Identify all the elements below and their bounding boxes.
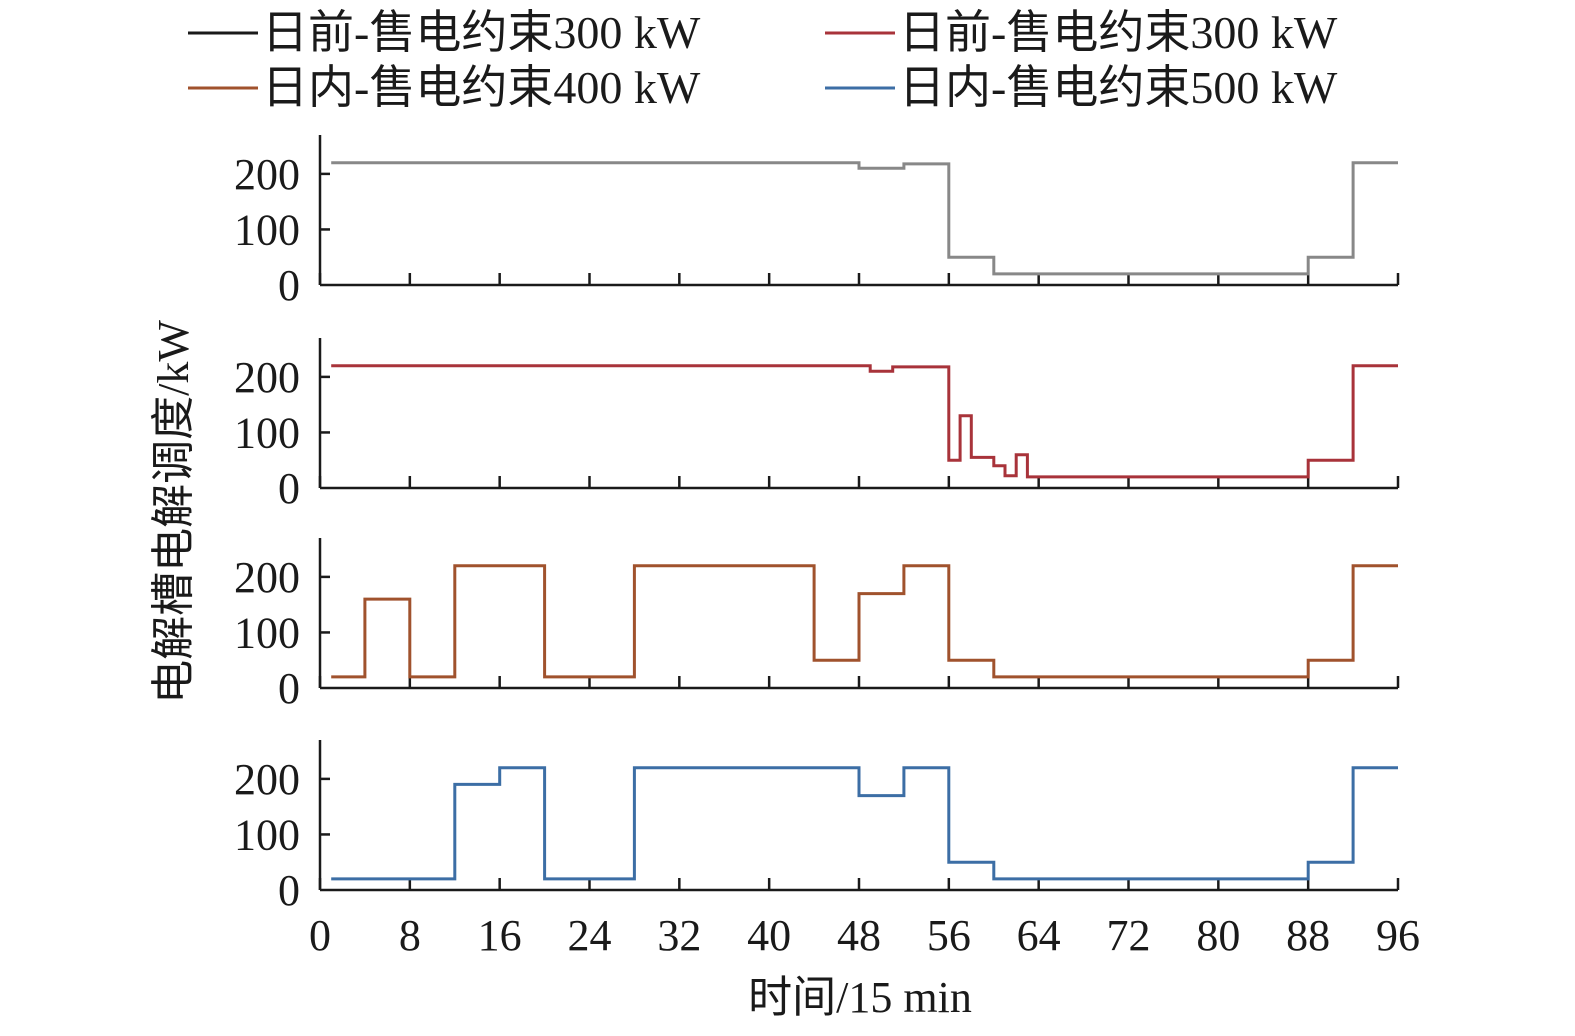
legend-label: 日内-售电约束400 kW [262, 62, 701, 113]
y-tick-label: 100 [234, 205, 300, 254]
y-tick-label: 100 [234, 408, 300, 457]
legend-item: 日前-售电约束300 kW [188, 7, 701, 58]
x-axis: 0 8 16 24 32 40 48 56 64 72 80 88 96 [309, 911, 1420, 960]
legend-label: 日内-售电约束500 kW [899, 62, 1338, 113]
panel: 0 100 200 [234, 135, 1400, 310]
chart-panels: 0 100 200 0 100 200 0 100 200 0 100 200 [234, 135, 1400, 915]
legend-label: 日前-售电约束300 kW [899, 7, 1338, 58]
y-tick-label: 100 [234, 810, 300, 859]
y-tick-label: 0 [278, 866, 300, 915]
x-tick-label: 8 [399, 911, 421, 960]
legend-item: 日内-售电约束500 kW [825, 62, 1338, 113]
series-line [331, 161, 1398, 276]
legend-label: 日前-售电约束300 kW [262, 7, 701, 58]
x-tick-label: 48 [837, 911, 881, 960]
x-axis-title: 时间/15 min [748, 973, 972, 1022]
y-axis-title: 电解槽电解调度/kW [149, 320, 198, 704]
x-tick-label: 16 [478, 911, 522, 960]
y-tick-label: 200 [234, 755, 300, 804]
legend-item: 日前-售电约束300 kW [825, 7, 1338, 58]
x-tick-label: 40 [747, 911, 791, 960]
y-tick-label: 200 [234, 150, 300, 199]
panel: 0 100 200 [234, 538, 1400, 713]
y-tick-label: 100 [234, 608, 300, 657]
x-tick-label: 96 [1376, 911, 1420, 960]
series-line [331, 564, 1398, 679]
y-tick-label: 0 [278, 464, 300, 513]
y-tick-label: 0 [278, 261, 300, 310]
y-tick-label: 200 [234, 553, 300, 602]
x-tick-label: 56 [927, 911, 971, 960]
series-line [331, 364, 1398, 479]
x-tick-label: 24 [568, 911, 612, 960]
x-tick-label: 80 [1196, 911, 1240, 960]
series-line [331, 766, 1398, 881]
y-tick-label: 0 [278, 664, 300, 713]
x-tick-label: 72 [1107, 911, 1151, 960]
x-tick-label: 32 [657, 911, 701, 960]
x-tick-label: 64 [1017, 911, 1061, 960]
y-tick-label: 200 [234, 353, 300, 402]
legend-item: 日内-售电约束400 kW [188, 62, 701, 113]
x-tick-label: 0 [309, 911, 331, 960]
panel: 0 100 200 [234, 740, 1400, 915]
x-tick-label: 88 [1286, 911, 1330, 960]
panel: 0 100 200 [234, 338, 1400, 513]
